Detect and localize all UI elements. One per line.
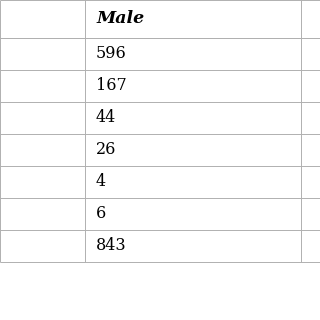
Text: 4: 4 [96, 173, 106, 190]
Text: 44: 44 [96, 109, 116, 126]
Text: 26: 26 [96, 141, 116, 158]
Text: Male: Male [96, 10, 144, 28]
Text: 596: 596 [96, 45, 127, 62]
Text: 6: 6 [96, 205, 106, 222]
Text: 843: 843 [96, 237, 127, 254]
Text: 167: 167 [96, 77, 127, 94]
